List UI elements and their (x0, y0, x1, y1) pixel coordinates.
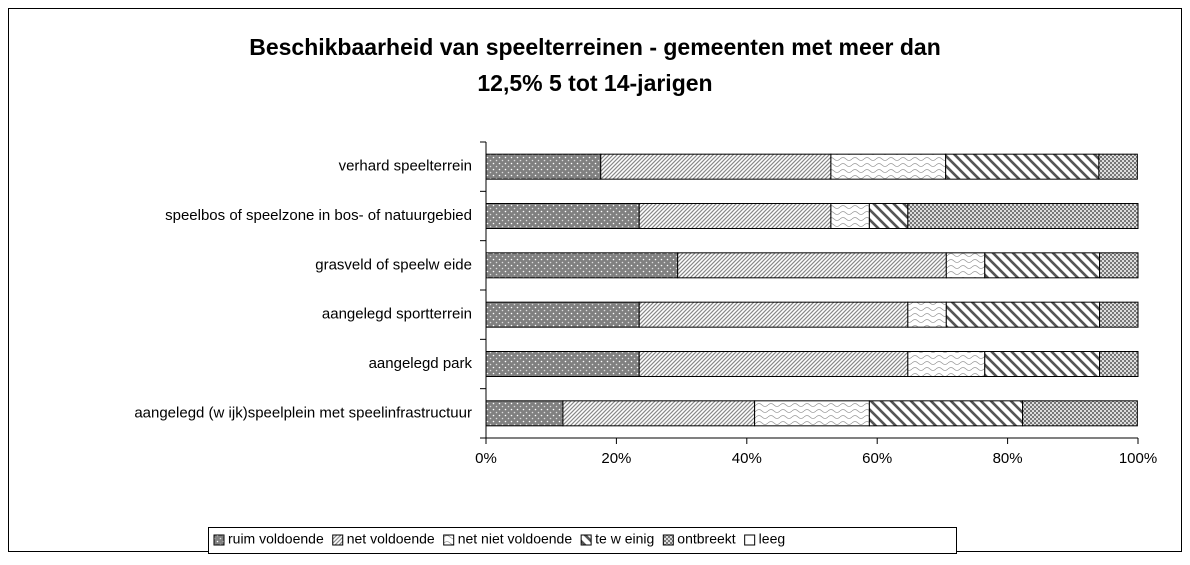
bar-segment (1098, 153, 1138, 180)
y-tick-label: grasveld of speelw eide (315, 256, 472, 273)
bar-segment (868, 203, 909, 229)
y-tick-label: aangelegd (w ijk)speelplein met speelinf… (134, 404, 472, 421)
bar-segment (485, 252, 679, 279)
bar-segment (562, 400, 756, 427)
bar-segment (1099, 301, 1139, 328)
legend-swatch (332, 534, 344, 546)
bar-segment (945, 301, 1101, 328)
chart-title: Beschikbaarheid van speelterreinen - gem… (249, 34, 941, 60)
chart-frame (8, 8, 1182, 552)
bar-segment (638, 203, 832, 229)
legend-label: ontbreekt (677, 531, 735, 547)
legend-label: net niet voldoende (458, 531, 573, 547)
bar-segment (1022, 400, 1138, 427)
bar-segment (907, 301, 947, 328)
x-tick-label: 60% (862, 450, 892, 467)
bar-segment (638, 351, 909, 377)
bar-segment (754, 400, 870, 427)
legend-swatch (213, 534, 225, 546)
bar-segment (830, 203, 870, 229)
bar-segment (907, 351, 986, 377)
bar-segment (677, 252, 947, 279)
x-tick-label: 0% (475, 450, 497, 467)
legend-label: ruim voldoende (228, 531, 324, 547)
legend-label: te w einig (595, 531, 654, 547)
bar-segment (485, 400, 564, 427)
bar-segment (868, 400, 1024, 427)
bar-segment (485, 351, 640, 377)
legend-swatch (580, 534, 592, 546)
bar-segment (485, 301, 640, 328)
legend-label: leeg (759, 531, 785, 547)
legend-swatch (662, 534, 674, 546)
y-tick-label: aangelegd sportterrein (322, 306, 472, 323)
chart-title: 12,5% 5 tot 14-jarigen (477, 70, 712, 96)
bar-segment (945, 153, 1100, 180)
bar-segment (984, 351, 1101, 377)
bar-segment (485, 203, 640, 229)
x-tick-label: 80% (993, 450, 1023, 467)
bar-segment (1099, 252, 1139, 279)
bar-segment (638, 301, 909, 328)
x-tick-label: 100% (1119, 450, 1157, 467)
x-tick-label: 20% (601, 450, 631, 467)
legend-label: net voldoende (347, 531, 435, 547)
y-tick-label: aangelegd park (369, 355, 473, 372)
bar-segment (600, 153, 832, 180)
legend-swatch (443, 534, 455, 546)
bar-segment (907, 203, 1139, 229)
bar-segment (945, 252, 986, 279)
bar-segment (1099, 351, 1139, 377)
bar-segment (485, 153, 602, 180)
y-tick-label: verhard speelterrein (339, 158, 472, 175)
bar-segment (830, 153, 947, 180)
bar-segment (984, 252, 1101, 279)
y-tick-label: speelbos of speelzone in bos- of natuurg… (165, 207, 472, 224)
legend-swatch (744, 534, 756, 546)
x-tick-label: 40% (732, 450, 762, 467)
